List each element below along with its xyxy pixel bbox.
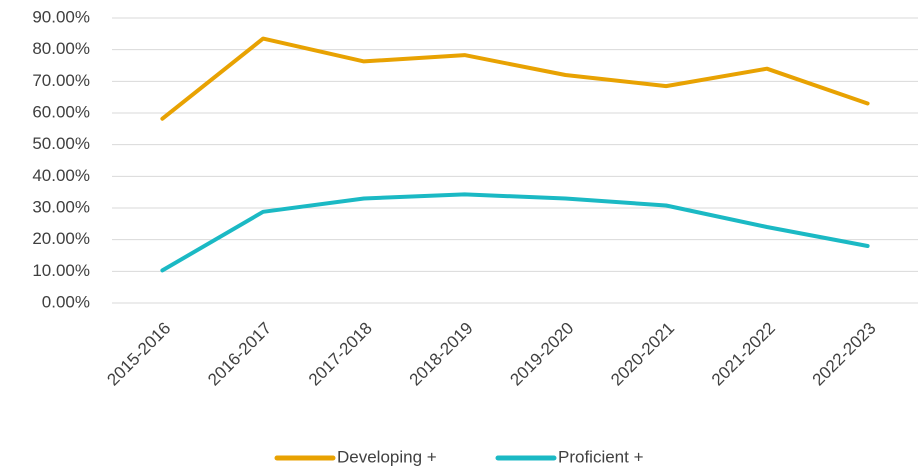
x-tick-label: 2016-2017 — [204, 319, 275, 390]
x-tick-label: 2017-2018 — [305, 319, 376, 390]
y-tick-label: 20.00% — [32, 229, 90, 248]
x-tick-label: 2015-2016 — [103, 319, 174, 390]
y-tick-label: 30.00% — [32, 197, 90, 216]
y-tick-label: 90.00% — [32, 7, 90, 26]
y-tick-label: 10.00% — [32, 261, 90, 280]
x-tick-label: 2018-2019 — [406, 319, 477, 390]
y-tick-label: 50.00% — [32, 134, 90, 153]
y-tick-label: 40.00% — [32, 166, 90, 185]
y-tick-label: 80.00% — [32, 39, 90, 58]
x-tick-label: 2020-2021 — [607, 319, 678, 390]
legend-label: Developing + — [337, 447, 437, 466]
x-tick-label: 2022-2023 — [809, 319, 880, 390]
y-tick-label: 70.00% — [32, 71, 90, 90]
x-tick-label: 2019-2020 — [506, 319, 577, 390]
series-line — [160, 192, 870, 273]
x-tick-label: 2021-2022 — [708, 319, 779, 390]
legend-label: Proficient + — [558, 447, 644, 466]
series-line — [160, 36, 870, 121]
y-tick-label: 60.00% — [32, 102, 90, 121]
y-tick-label: 0.00% — [42, 292, 90, 311]
